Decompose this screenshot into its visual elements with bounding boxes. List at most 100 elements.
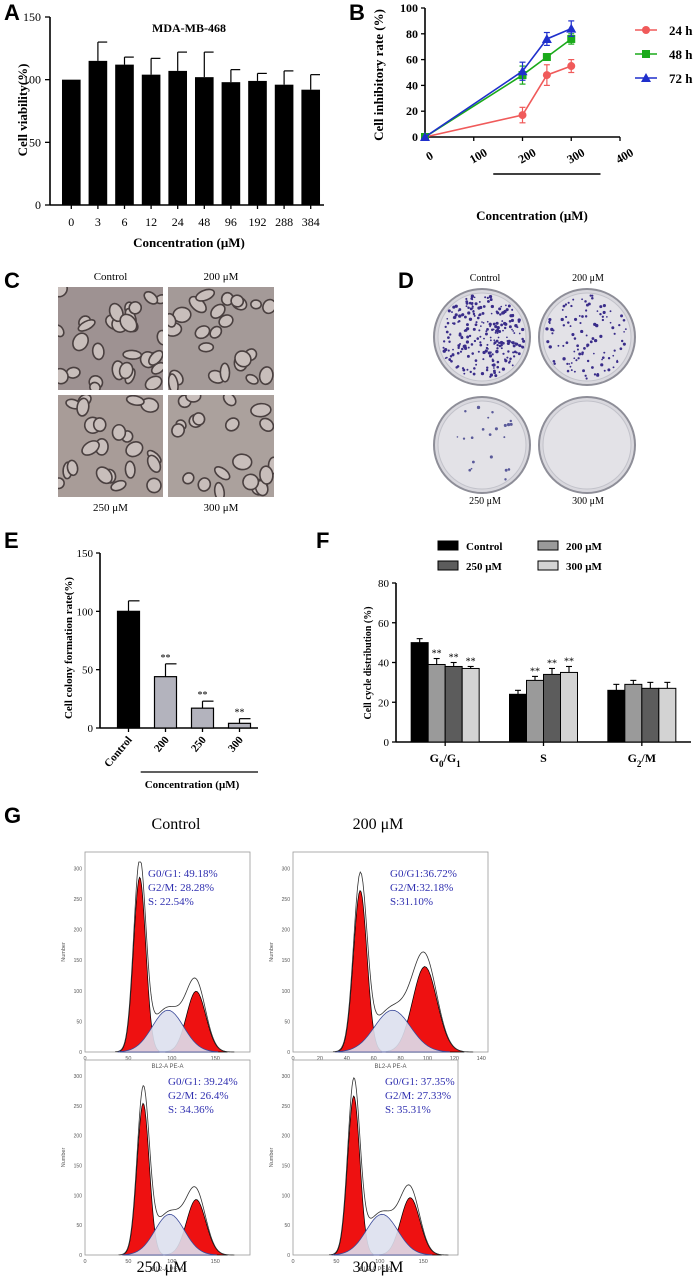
colony [587, 302, 591, 306]
colony [572, 298, 575, 301]
cell [66, 459, 79, 477]
panel-c-caption-control: Control [93, 271, 128, 283]
colony [509, 422, 513, 426]
colony [515, 351, 518, 354]
chart-e-xtick-label: 300 [226, 734, 246, 755]
colony-plate-inner [542, 400, 632, 490]
colony [471, 298, 474, 301]
colony [489, 336, 492, 339]
colony [474, 323, 478, 327]
colony [493, 339, 496, 342]
chart-b-point [541, 33, 552, 43]
chart-a-xtick-label: 96 [225, 215, 237, 229]
colony [548, 317, 552, 322]
chart-f-cell-cycle: Cell cycle distribution (%) 0 20 40 60 80 ** *… [363, 540, 691, 769]
cell [143, 290, 159, 305]
colony [462, 437, 466, 440]
colony [591, 297, 594, 300]
colony [566, 369, 570, 373]
colony [496, 365, 500, 369]
panel-letter-e: E [4, 528, 19, 553]
colony [585, 309, 588, 312]
flow-xtick-label: 150 [211, 1056, 220, 1062]
colony [458, 333, 462, 337]
chart-a-bar [194, 77, 214, 205]
colony [596, 373, 600, 377]
colony [481, 321, 483, 323]
colony [567, 301, 570, 304]
cell [125, 395, 145, 407]
chart-b-ytick-label: 80 [406, 27, 418, 41]
colony [496, 347, 499, 350]
colony [502, 352, 505, 355]
colony [494, 325, 498, 329]
micrograph-control [58, 287, 163, 390]
colony [484, 296, 487, 299]
flow-histogram-trace [114, 861, 235, 1053]
colony [493, 343, 496, 345]
chart-f-legend-label: 200 μM [566, 541, 602, 553]
flow-xtick-label: 80 [398, 1056, 404, 1062]
colony [613, 349, 616, 352]
colony [489, 339, 492, 342]
colony [545, 327, 549, 331]
colony [619, 347, 623, 351]
colony [511, 308, 514, 311]
colony [479, 335, 482, 338]
flow-xlabel: BL2-A PE-A [359, 1267, 391, 1273]
colony [452, 306, 455, 309]
colony [459, 350, 463, 353]
colony [447, 336, 450, 339]
cell [76, 397, 90, 417]
colony [485, 330, 488, 333]
flow-xtick-label: 150 [211, 1259, 220, 1265]
cell [198, 342, 215, 353]
colony [512, 330, 515, 332]
colony [465, 300, 469, 304]
chart-a-xtick-label: 3 [95, 215, 101, 229]
chart-f-legend-label: Control [466, 541, 502, 553]
colony [503, 358, 506, 361]
colony [573, 370, 576, 373]
flow-xlabel: BL2-A PE-A [374, 1064, 406, 1070]
colony [495, 339, 499, 343]
colony-plates [433, 288, 636, 494]
flow-ytick-label: 100 [282, 1193, 291, 1199]
colony [585, 334, 588, 337]
chart-a-xtick-label: 192 [249, 215, 267, 229]
colony [475, 363, 478, 366]
flow-ytick-label: 250 [282, 897, 291, 903]
cell [242, 473, 260, 491]
chart-a-xtick-label: 12 [145, 215, 157, 229]
colony [546, 340, 550, 344]
colony [511, 341, 515, 345]
colony [612, 354, 615, 357]
chart-b-series-line [424, 27, 572, 138]
colony [589, 340, 593, 344]
colony [599, 334, 603, 338]
chart-a-viability: MDA-MB-468 Cell viability(%) Concentrati… [15, 10, 324, 250]
cell [195, 288, 216, 302]
cell [128, 301, 143, 315]
chart-a-ytick-label: 0 [35, 198, 41, 212]
chart-f-bar [543, 673, 561, 743]
chart-f-significance: ** [547, 658, 557, 669]
colony [469, 370, 472, 374]
colony [521, 327, 525, 332]
chart-f-legend-swatch [437, 540, 459, 551]
colony [485, 368, 489, 372]
colony [591, 294, 594, 297]
flow-ytick-label: 150 [74, 958, 83, 964]
chart-b-point [542, 71, 551, 80]
colony [580, 329, 584, 334]
colony [573, 317, 578, 321]
flow-ytick-label: 100 [74, 1193, 83, 1199]
flow-stat-text: G2/M:32.18% [390, 882, 453, 894]
colony [496, 325, 500, 330]
colony [459, 342, 461, 345]
colony [521, 337, 524, 341]
flow-xtick-label: 100 [375, 1259, 384, 1265]
chart-b-point [542, 53, 551, 62]
colony [454, 313, 458, 317]
colony [445, 356, 448, 359]
